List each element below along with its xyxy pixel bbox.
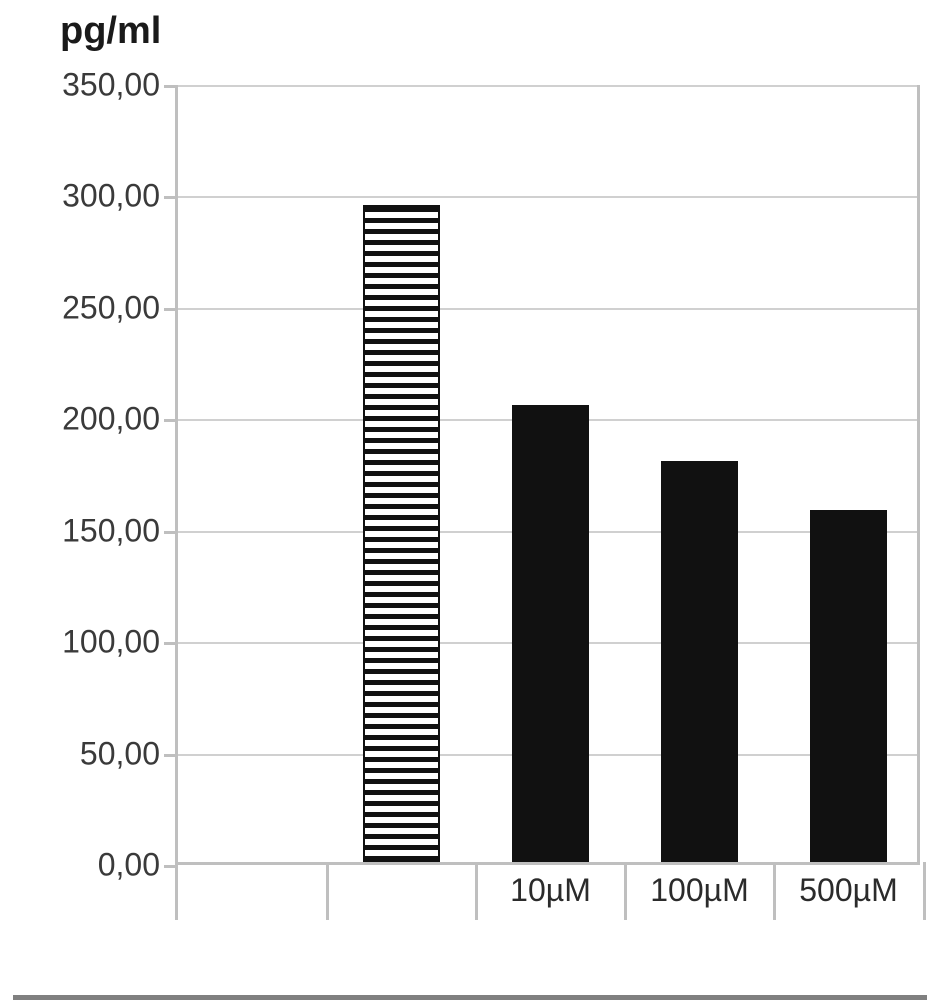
y-axis-title: pg/ml bbox=[60, 10, 161, 53]
y-tick-label: 100,00 bbox=[7, 624, 160, 661]
category-separator bbox=[326, 862, 329, 920]
y-tick-mark bbox=[164, 754, 178, 757]
y-tick-label: 150,00 bbox=[7, 512, 160, 549]
y-tick-mark bbox=[164, 642, 178, 645]
y-tick-mark bbox=[164, 85, 178, 88]
category-separator bbox=[175, 862, 178, 920]
category-separator bbox=[923, 862, 926, 920]
x-tick-label: 10µM bbox=[476, 872, 625, 909]
y-tick-mark bbox=[164, 308, 178, 311]
x-tick-label: 500µM bbox=[774, 872, 923, 909]
y-tick-label: 350,00 bbox=[7, 67, 160, 104]
figure-bottom-rule bbox=[13, 995, 927, 1000]
grid-line bbox=[178, 308, 917, 310]
y-tick-label: 50,00 bbox=[7, 735, 160, 772]
y-tick-label: 0,00 bbox=[7, 847, 160, 884]
y-tick-label: 300,00 bbox=[7, 178, 160, 215]
bar bbox=[661, 461, 738, 862]
y-tick-mark bbox=[164, 419, 178, 422]
grid-line bbox=[178, 85, 917, 87]
bar bbox=[512, 405, 589, 862]
plot-area: 0,0050,00100,00150,00200,00250,00300,003… bbox=[175, 85, 920, 865]
x-tick-label: 100µM bbox=[625, 872, 774, 909]
y-tick-mark bbox=[164, 196, 178, 199]
bar-chart: pg/ml 0,0050,00100,00150,00200,00250,003… bbox=[0, 0, 950, 1000]
bar bbox=[810, 510, 887, 862]
y-tick-label: 250,00 bbox=[7, 289, 160, 326]
grid-line bbox=[178, 196, 917, 198]
bar bbox=[363, 205, 440, 862]
y-tick-mark bbox=[164, 531, 178, 534]
y-tick-label: 200,00 bbox=[7, 401, 160, 438]
